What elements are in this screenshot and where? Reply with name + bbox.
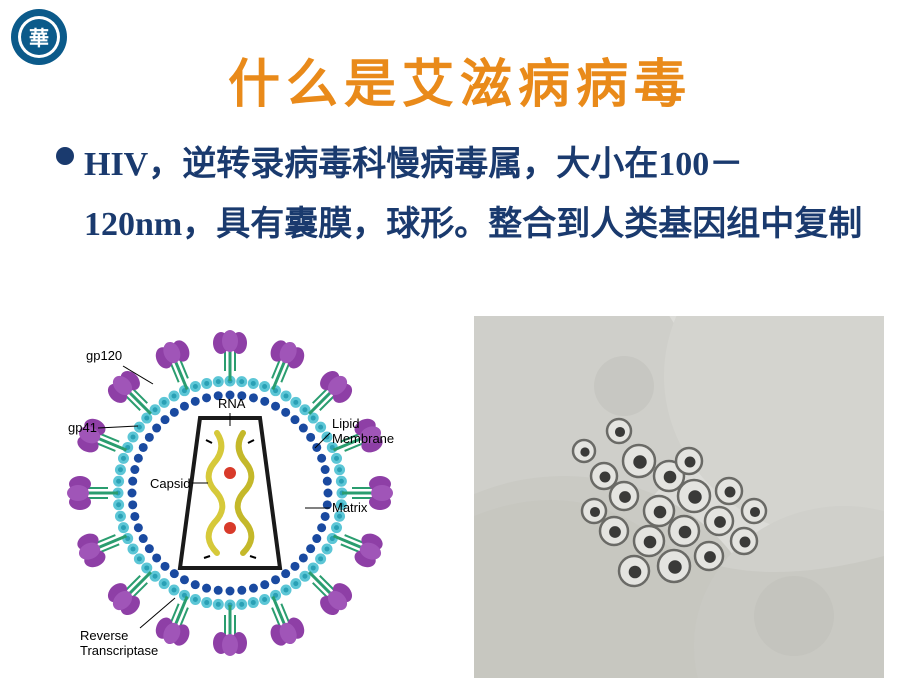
label-rna: RNA bbox=[218, 396, 245, 411]
hiv-structure-diagram: gp120 gp41 RNA Capsid Lipid Membrane Mat… bbox=[20, 308, 440, 678]
slide-title: 什么是艾滋病病毒 bbox=[0, 0, 920, 117]
bullet-icon bbox=[56, 147, 74, 165]
image-row: gp120 gp41 RNA Capsid Lipid Membrane Mat… bbox=[20, 308, 900, 678]
label-matrix: Matrix bbox=[332, 500, 367, 515]
svg-text:華: 華 bbox=[29, 27, 49, 50]
label-reverse-transcriptase: Reverse Transcriptase bbox=[80, 628, 158, 658]
bullet-item: HIV，逆转录病毒科慢病毒属，大小在100－120nm，具有囊膜，球形。整合到人… bbox=[0, 117, 920, 254]
label-capsid: Capsid bbox=[150, 476, 190, 491]
label-gp41: gp41 bbox=[68, 420, 97, 435]
label-lipid-membrane: Lipid Membrane bbox=[332, 416, 394, 446]
university-logo: 華 bbox=[10, 8, 68, 66]
hiv-electron-micrograph bbox=[474, 316, 884, 678]
label-gp120: gp120 bbox=[86, 348, 122, 363]
body-text: HIV，逆转录病毒科慢病毒属，大小在100－120nm，具有囊膜，球形。整合到人… bbox=[84, 135, 870, 254]
